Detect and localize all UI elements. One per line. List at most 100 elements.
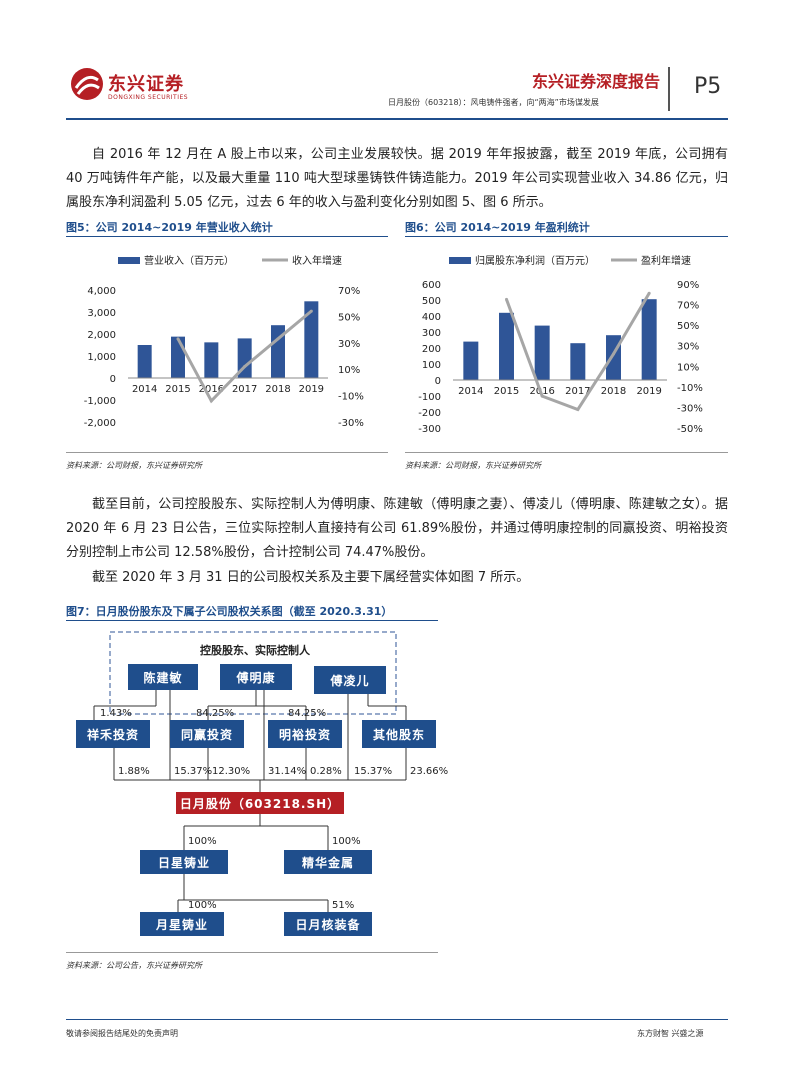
revenue-chart: 营业收入（百万元） 收入年增速 4,000 3,000 2,000 1,000 0 -1,00… (84, 254, 364, 429)
pct-label: 100% (188, 836, 217, 847)
legend-label: 营业收入（百万元） (144, 254, 234, 267)
pct-label: 1.43% (100, 708, 132, 719)
growth-point (209, 399, 213, 403)
header-divider (668, 67, 670, 111)
grand-subsidiary-yuexing-box: 月星铸业 (140, 912, 224, 936)
y-tick-label-left: -300 (418, 424, 441, 435)
growth-point (540, 394, 544, 398)
growth-point (576, 407, 580, 411)
y-tick-label-right: 10% (338, 365, 360, 376)
growth-point (505, 297, 508, 301)
legend-label: 归属股东净利润（百万元） (475, 254, 595, 267)
structure-paragraph: 截至 2020 年 3 月 31 日的公司股权关系及主要下属经营实体如图 7 所… (66, 566, 728, 590)
shareholder-paragraph: 截至目前，公司控股股东、实际控制人为傅明康、陈建敏（傅明康之妻）、傅凌儿（傅明康… (66, 493, 728, 565)
bar (271, 325, 285, 378)
footer-disclaimer: 敬请参阅报告结尾处的免责声明 (66, 1029, 178, 1038)
y-tick-label-left: 0 (110, 374, 116, 385)
y-tick-label-right: 10% (677, 362, 699, 373)
figure6-source: 资料来源：公司财报，东兴证券研究所 (405, 461, 541, 470)
pct-label: 15.37% (174, 766, 213, 777)
holder-tongying-box: 同赢投资 (170, 720, 244, 748)
figure7-title: 图7：日月股份股东及下属子公司股权关系图（截至 2020.3.31） (66, 605, 393, 618)
footer-slogan: 东方财智 兴盛之源 (637, 1029, 704, 1038)
growth-point (647, 291, 651, 295)
y-tick-label-left: 400 (422, 312, 441, 323)
y-tick-label-left: 4,000 (87, 286, 116, 297)
y-tick-label-left: -2,000 (84, 418, 116, 429)
pct-label: 31.14% (268, 766, 307, 777)
y-tick-label-right: 70% (677, 301, 699, 312)
page-number: P5 (694, 74, 722, 99)
intro-paragraph: 自 2016 年 12 月在 A 股上市以来，公司主业发展较快。据 2019 年… (66, 143, 728, 215)
bar (204, 342, 219, 378)
y-tick-label-left: -200 (418, 408, 441, 419)
bar (463, 341, 479, 380)
y-tick-label-right: -10% (338, 392, 364, 403)
logo-subtext: DONGXING SECURITIES (108, 94, 189, 101)
pct-label: 84.25% (196, 708, 235, 719)
growth-point (176, 337, 180, 341)
bar (606, 335, 621, 380)
x-tick-label: 2015 (165, 384, 190, 395)
pct-label: 1.88% (118, 766, 150, 777)
y-tick-label-left: 600 (422, 280, 441, 291)
logo-icon (70, 66, 104, 102)
x-tick-label: 2017 (232, 384, 257, 395)
y-tick-label-left: 300 (422, 328, 441, 339)
header-rule (66, 118, 728, 120)
y-tick-label-right: -30% (338, 418, 364, 429)
pct-label: 84.25% (288, 708, 327, 719)
pct-label: 12.30% (212, 766, 251, 777)
subsidiary-jinghua-box: 精华金属 (284, 850, 372, 874)
pct-label: 23.66% (410, 766, 449, 777)
x-tick-label: 2016 (199, 384, 224, 395)
bar (570, 343, 586, 380)
bar (304, 301, 319, 378)
legend-label: 收入年增速 (292, 254, 342, 267)
pct-label: 0.28% (310, 766, 342, 777)
legend-swatch-bar (449, 257, 471, 264)
figure6-source-rule (405, 452, 728, 453)
controller-group-label: 控股股东、实际控制人 (200, 644, 310, 657)
holder-others-box: 其他股东 (362, 720, 436, 748)
pct-label: 100% (332, 836, 361, 847)
y-tick-label-right: -10% (677, 383, 703, 394)
y-tick-label-left: 200 (422, 344, 441, 355)
grand-subsidiary-nuclear-box: 日月核装备 (284, 912, 372, 936)
figure7-source: 资料来源：公司公告，东兴证券研究所 (66, 961, 202, 970)
y-tick-label-left: 100 (422, 360, 441, 371)
footer-rule (66, 1019, 728, 1020)
pct-label: 100% (188, 900, 217, 911)
legend-swatch-bar (118, 257, 140, 264)
y-tick-label-right: 30% (338, 339, 360, 350)
bar (137, 345, 152, 378)
controller-fu-linger-box: 傅凌儿 (314, 666, 386, 694)
report-type: 东兴证券深度报告 (532, 72, 661, 91)
bar (171, 336, 185, 378)
ownership-diagram: 控股股东、实际控制人 陈建敏 傅明康 傅凌儿 1.43% 84.25% 84.2… (66, 620, 466, 950)
ownership-connectors (93, 631, 407, 912)
holder-xianghe-box: 祥禾投资 (76, 720, 150, 748)
x-tick-label: 2016 (529, 386, 554, 397)
bar (534, 325, 550, 380)
x-tick-label: 2018 (601, 386, 626, 397)
controller-chen-box: 陈建敏 (128, 664, 198, 690)
x-tick-label: 2018 (265, 384, 290, 395)
figure5-rule (66, 236, 388, 237)
company-box: 日月股份（603218.SH） (176, 792, 344, 814)
y-tick-label-left: 3,000 (87, 308, 116, 319)
figure5-title: 图5：公司 2014~2019 年营业收入统计 (66, 221, 273, 234)
y-tick-label-left: -100 (418, 392, 441, 403)
report-subtitle: 日月股份（603218）：风电铸件强者，向“两海”市场谋发展 (388, 98, 599, 107)
structure-text: 截至 2020 年 3 月 31 日的公司股权关系及主要下属经营实体如图 7 所… (92, 570, 530, 585)
growth-point (276, 337, 280, 341)
y-tick-label-right: 70% (338, 286, 360, 297)
controller-fu-mingkang-box: 傅明康 (220, 664, 292, 690)
y-tick-label-left: 1,000 (87, 352, 116, 363)
logo-text: 东兴证券 (108, 74, 184, 95)
figure6-rule (405, 236, 728, 237)
x-tick-label: 2019 (636, 386, 661, 397)
intro-text: 自 2016 年 12 月在 A 股上市以来，公司主业发展较快。据 2019 年… (66, 147, 728, 210)
y-tick-label-left: 0 (435, 376, 441, 387)
figure5-source-rule (66, 452, 388, 453)
